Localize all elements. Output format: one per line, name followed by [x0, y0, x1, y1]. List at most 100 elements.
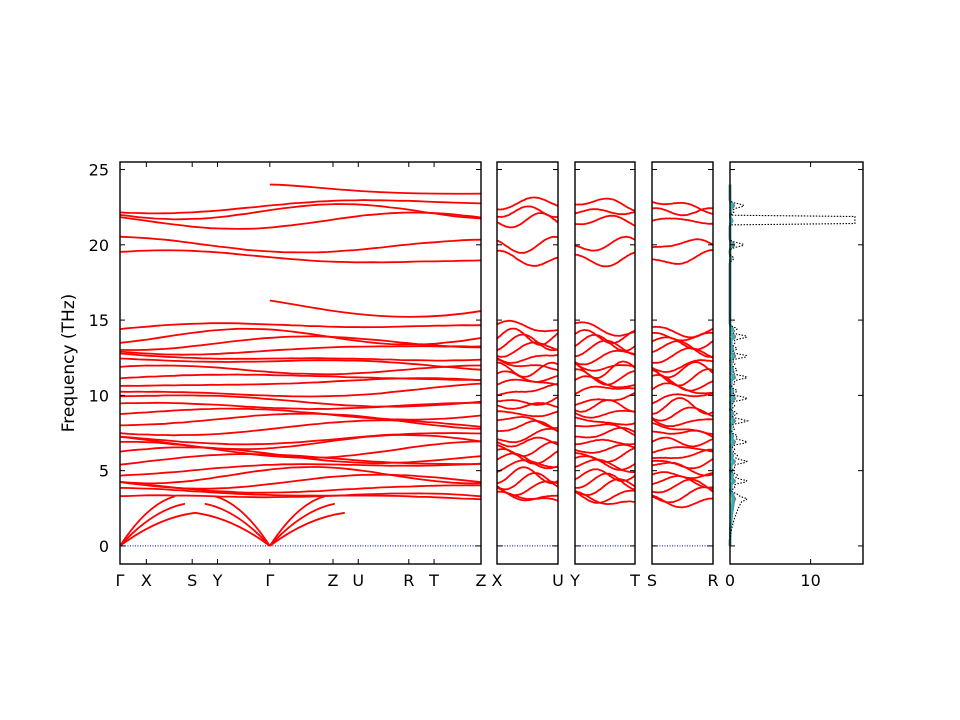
- phonon-band: [119, 327, 482, 346]
- phonon-band: [119, 473, 482, 490]
- panel-frame: [651, 161, 714, 565]
- phonon-band: [496, 383, 559, 397]
- phonon-band: [119, 407, 482, 421]
- phonon-band: [651, 448, 714, 460]
- phonon-band: [119, 357, 482, 371]
- dos-x-tick-label: 0: [725, 571, 735, 590]
- phonon-band: [119, 235, 482, 254]
- x-tick-label: Γ: [116, 571, 125, 590]
- x-tick-label: S: [187, 571, 197, 590]
- phonon-band: [574, 489, 636, 504]
- phonon-band: [651, 392, 714, 405]
- phonon-band: [574, 375, 636, 389]
- phonon-band: [652, 249, 714, 265]
- x-tick-label: Z: [328, 571, 339, 590]
- phonon-band: [496, 378, 559, 386]
- phonon-band: [574, 208, 636, 216]
- phonon-band: [497, 466, 559, 485]
- phonon-band: [496, 370, 559, 383]
- phonon-band: [496, 472, 559, 491]
- phonon-band: [651, 406, 714, 422]
- phonon-band: [119, 352, 482, 362]
- dos-x-tick-label: 10: [800, 571, 820, 590]
- x-tick-label: Y: [212, 571, 223, 590]
- phonon-band: [496, 327, 559, 346]
- acoustic-branch: [204, 502, 271, 547]
- acoustic-branch: [194, 511, 271, 547]
- phonon-band: [574, 328, 636, 345]
- phonon-band: [496, 319, 559, 333]
- panel-frame: [119, 161, 482, 565]
- phonon-band: [651, 421, 714, 436]
- x-tick-label: X: [141, 571, 152, 590]
- phonon-band: [119, 462, 482, 477]
- phonon-band: [651, 201, 714, 215]
- phonon-band: [496, 452, 559, 470]
- phonon-band: [496, 396, 559, 406]
- phonon-band: [119, 432, 482, 446]
- phonon-band: [496, 480, 559, 496]
- phonon-band: [574, 468, 636, 482]
- phonon-band: [574, 438, 636, 446]
- x-tick-label: S: [647, 571, 657, 590]
- phonon-band: [496, 427, 559, 444]
- phonon-band: [575, 472, 636, 491]
- x-tick-label: Z: [476, 571, 487, 590]
- phonon-band: [496, 436, 559, 448]
- dos-panel: 0 10: [725, 161, 864, 590]
- phonon-band: [119, 394, 482, 408]
- phonon-band: [651, 446, 714, 454]
- phonon-band: [651, 436, 714, 448]
- phonon-band: [496, 410, 559, 418]
- phonon-band: [651, 336, 714, 351]
- phonon-band: [651, 238, 714, 248]
- phonon-band: [574, 455, 636, 471]
- phonon-band: [574, 334, 636, 352]
- acoustic-branch: [214, 495, 271, 547]
- x-tick-label: U: [352, 571, 364, 590]
- phonon-band: [496, 361, 559, 378]
- panel-frame: [496, 161, 559, 565]
- phonon-band: [496, 249, 559, 267]
- phonon-band: [651, 347, 714, 364]
- y-tick-label: 0: [99, 537, 109, 556]
- phonon-band: [496, 354, 558, 364]
- phonon-band: [574, 392, 636, 406]
- phonon-band: [651, 478, 714, 494]
- acoustic-branch: [119, 495, 176, 547]
- phonon-band: [119, 382, 482, 398]
- phonon-band: [574, 416, 636, 426]
- phonon-band: [651, 397, 714, 415]
- phonon-band: [574, 385, 636, 396]
- phonon-band: [574, 360, 636, 380]
- x-tick-label: Γ: [265, 571, 274, 590]
- phonon-band: [119, 453, 482, 466]
- phonon-band: [496, 205, 559, 218]
- phonon-band: [651, 325, 714, 339]
- phonon-band: [574, 321, 636, 337]
- phonon-band: [119, 364, 481, 376]
- phonon-band: [574, 251, 636, 268]
- x-tick-label: T: [428, 571, 439, 590]
- phonon-band: [119, 433, 482, 451]
- x-tick-label: Y: [569, 571, 580, 590]
- total-dos-curve: [729, 184, 856, 546]
- phonon-band: [496, 341, 559, 358]
- phonon-band: [119, 419, 482, 437]
- phonon-band: [651, 418, 714, 428]
- y-tick-label: 5: [99, 462, 109, 481]
- y-tick-label: 15: [89, 311, 109, 330]
- phonon-band: [574, 426, 636, 439]
- phonon-band: [651, 340, 714, 358]
- x-tick-label: U: [552, 571, 564, 590]
- phonon-band: [119, 373, 482, 381]
- y-tick-label: 10: [89, 386, 109, 405]
- phonon-band: [496, 419, 559, 433]
- y-tick-label: 25: [89, 161, 109, 180]
- phonon-band: [497, 196, 559, 211]
- phonon-band: [119, 466, 482, 485]
- phonon-band: [574, 423, 636, 436]
